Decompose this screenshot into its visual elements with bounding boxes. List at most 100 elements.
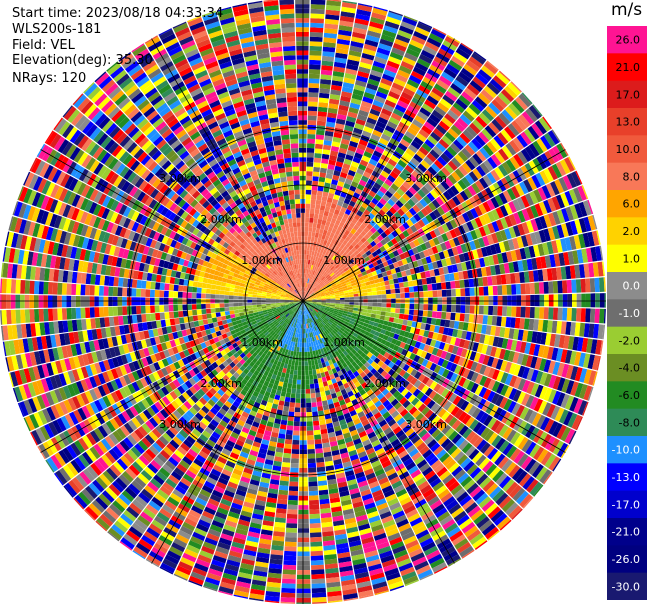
range-gate	[406, 48, 420, 58]
range-gate	[321, 219, 327, 226]
range-gate	[425, 256, 432, 264]
range-gate	[594, 277, 600, 293]
range-gate	[581, 293, 586, 308]
range-gate	[317, 237, 322, 244]
range-gate	[296, 384, 301, 390]
range-gate	[340, 95, 351, 103]
range-gate	[409, 101, 421, 111]
range-gate	[306, 152, 314, 158]
range-gate	[422, 76, 436, 87]
range-gate	[430, 176, 441, 186]
range-gate	[336, 215, 343, 222]
range-gate	[357, 240, 364, 247]
range-gate	[348, 244, 354, 251]
range-gate	[370, 16, 385, 25]
range-gate	[310, 532, 322, 538]
range-gate	[497, 253, 504, 264]
range-gate	[366, 162, 376, 171]
range-gate	[353, 214, 361, 221]
range-gate	[309, 279, 312, 284]
range-gate	[341, 6, 356, 14]
range-gate	[580, 308, 586, 322]
range-gate	[328, 103, 339, 110]
range-gate	[306, 273, 308, 279]
range-gate	[435, 196, 445, 206]
range-gate	[316, 396, 322, 403]
range-gate	[534, 231, 542, 244]
range-gate	[316, 401, 323, 407]
range-gate	[330, 298, 336, 301]
range-gate	[311, 402, 317, 408]
range-gate	[307, 283, 310, 289]
range-gate	[283, 452, 291, 459]
range-gate	[304, 292, 306, 297]
range-gate	[440, 258, 448, 267]
range-gate	[529, 282, 535, 295]
range-gate	[501, 252, 509, 263]
range-gate	[312, 298, 317, 300]
range-gate	[504, 228, 512, 240]
range-gate	[304, 361, 309, 366]
range-gate	[282, 569, 296, 575]
range-gate	[325, 274, 330, 279]
range-gate	[346, 174, 354, 181]
range-gate	[433, 209, 442, 218]
range-gate	[358, 179, 367, 187]
range-gate	[369, 108, 381, 117]
range-gate	[511, 284, 517, 295]
range-gate	[554, 179, 564, 194]
range-gate	[587, 215, 596, 231]
range-gate	[311, 294, 316, 297]
range-gate	[548, 148, 560, 163]
range-gate	[498, 70, 511, 82]
range-gate	[451, 289, 456, 297]
range-gate	[506, 306, 512, 317]
range-gate	[309, 250, 313, 256]
range-gate	[315, 292, 320, 295]
range-gate	[431, 199, 441, 209]
range-gate	[480, 89, 494, 102]
range-gate	[520, 306, 526, 318]
range-gate	[336, 241, 343, 248]
range-gate	[384, 280, 390, 286]
range-gate	[335, 204, 342, 211]
range-gate	[390, 288, 396, 294]
range-gate	[352, 31, 366, 40]
range-gate	[429, 113, 441, 124]
range-gate	[483, 286, 489, 296]
range-gate	[321, 60, 334, 67]
range-gate	[459, 114, 472, 126]
range-gate	[308, 283, 311, 289]
range-gate	[454, 154, 465, 165]
range-gate	[441, 289, 447, 297]
range-gate	[478, 112, 491, 125]
range-gate	[363, 126, 374, 134]
range-gate	[320, 428, 328, 435]
range-gate	[298, 514, 309, 519]
range-gate	[279, 480, 289, 486]
range-gate	[390, 183, 399, 192]
range-gate	[477, 92, 491, 105]
range-gate	[305, 212, 310, 218]
range-gate	[332, 198, 339, 205]
range-gate	[324, 266, 329, 272]
range-gate	[321, 234, 326, 240]
range-gate	[348, 258, 355, 265]
range-gate	[451, 304, 457, 313]
range-gate	[578, 233, 586, 249]
range-gate	[446, 34, 461, 44]
range-gate	[365, 121, 376, 130]
range-gate	[546, 241, 554, 255]
range-gate	[440, 180, 450, 191]
range-gate	[303, 287, 304, 292]
range-gate	[310, 550, 323, 557]
range-gate	[401, 213, 410, 222]
range-gate	[374, 146, 385, 154]
range-gate	[307, 439, 315, 445]
range-gate	[371, 65, 385, 74]
range-gate	[298, 495, 309, 501]
range-gate	[354, 123, 365, 131]
range-gate	[322, 46, 336, 53]
range-gate	[309, 213, 315, 219]
range-gate	[413, 30, 428, 41]
